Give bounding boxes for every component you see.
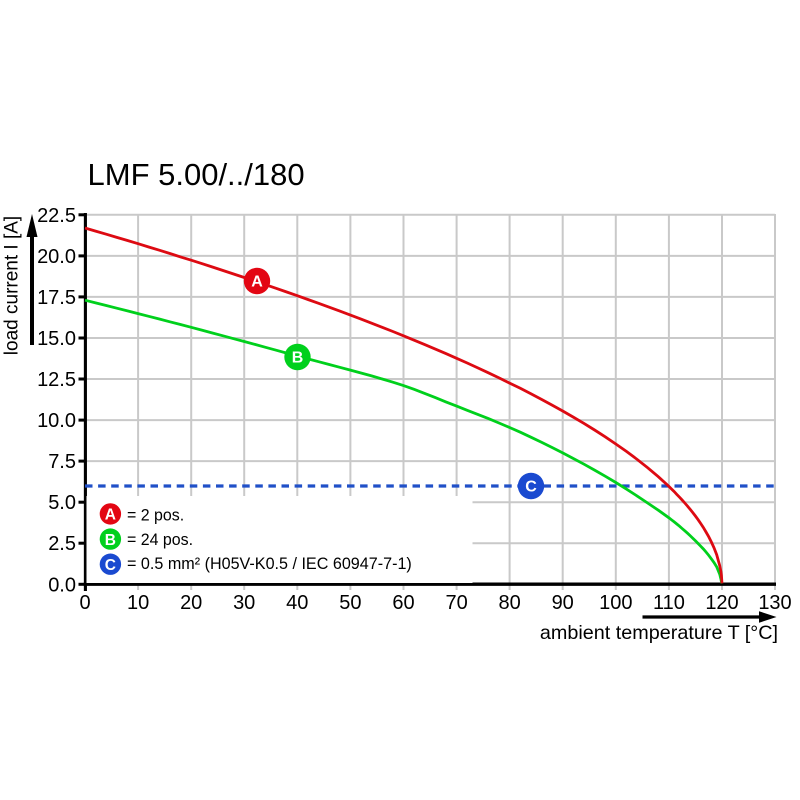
svg-text:7.5: 7.5	[48, 451, 76, 473]
svg-text:10: 10	[127, 592, 149, 614]
svg-text:= 2 pos.: = 2 pos.	[127, 505, 184, 524]
svg-text:70: 70	[445, 592, 467, 614]
svg-text:20: 20	[180, 592, 202, 614]
svg-text:12.5: 12.5	[37, 369, 76, 391]
svg-text:ambient temperature T [°C]: ambient temperature T [°C]	[540, 622, 778, 644]
svg-text:10.0: 10.0	[37, 410, 76, 432]
svg-text:C: C	[105, 557, 116, 574]
svg-text:17.5: 17.5	[37, 287, 76, 309]
svg-text:B: B	[105, 532, 116, 549]
svg-text:A: A	[251, 274, 263, 291]
svg-text:B: B	[292, 350, 304, 367]
svg-text:2.5: 2.5	[48, 533, 76, 555]
svg-text:110: 110	[653, 592, 685, 614]
svg-text:130: 130	[758, 592, 791, 614]
svg-text:C: C	[525, 479, 537, 496]
svg-text:80: 80	[498, 592, 520, 614]
svg-text:load current I [A]: load current I [A]	[2, 216, 23, 355]
svg-text:15.0: 15.0	[37, 328, 76, 350]
svg-text:LMF 5.00/../180: LMF 5.00/../180	[88, 157, 305, 192]
svg-text:40: 40	[286, 592, 308, 614]
svg-text:= 0.5 mm² (H05V-K0.5 / IEC 609: = 0.5 mm² (H05V-K0.5 / IEC 60947-7-1)	[127, 554, 412, 573]
svg-text:0.0: 0.0	[48, 574, 76, 596]
svg-text:= 24 pos.: = 24 pos.	[127, 530, 193, 549]
svg-text:100: 100	[599, 592, 632, 614]
svg-text:50: 50	[339, 592, 361, 614]
svg-text:60: 60	[392, 592, 414, 614]
svg-text:120: 120	[705, 592, 738, 614]
svg-text:0: 0	[79, 592, 90, 614]
svg-text:A: A	[105, 507, 116, 524]
svg-text:90: 90	[552, 592, 574, 614]
svg-text:22.5: 22.5	[37, 205, 76, 227]
svg-text:30: 30	[233, 592, 255, 614]
svg-text:20.0: 20.0	[37, 246, 76, 268]
svg-text:5.0: 5.0	[48, 492, 76, 514]
